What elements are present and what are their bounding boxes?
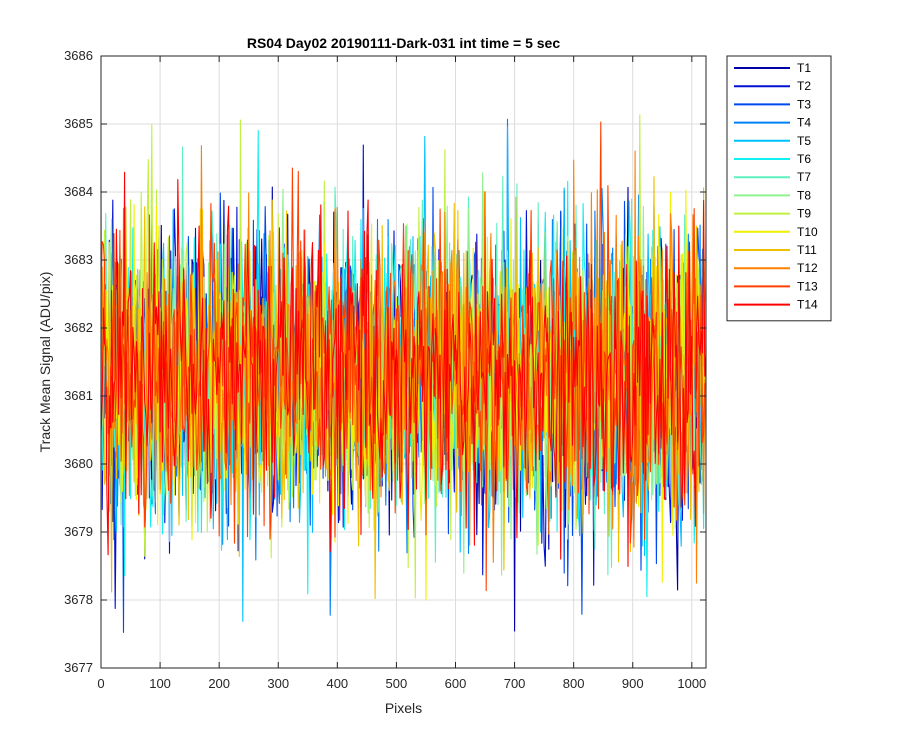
legend-label-T5: T5 [797, 134, 811, 148]
y-tick-label: 3685 [64, 116, 93, 131]
legend-label-T12: T12 [797, 261, 818, 275]
legend-label-T13: T13 [797, 279, 818, 293]
series-line-T13 [100, 121, 707, 592]
y-tick-label: 3680 [64, 456, 93, 471]
legend-label-T9: T9 [797, 207, 811, 221]
y-tick-label: 3682 [64, 320, 93, 335]
chart-title: RS04 Day02 20190111-Dark-031 int time = … [247, 35, 560, 51]
axis-ticks: 0 100 200 300 400 500 600 700 800 900 1000 3677 3678… [64, 48, 706, 691]
x-tick-label: 0 [97, 676, 104, 691]
axes-box [100, 55, 707, 669]
legend-label-T1: T1 [797, 61, 811, 75]
series-line-T14 [100, 171, 707, 567]
series-lines [100, 114, 707, 633]
x-tick-label: 200 [208, 676, 230, 691]
x-tick-label: 1000 [677, 676, 706, 691]
x-tick-label: 800 [563, 676, 585, 691]
x-tick-label: 900 [622, 676, 644, 691]
x-tick-label: 100 [149, 676, 171, 691]
legend-label-T4: T4 [797, 116, 811, 130]
legend-label-T6: T6 [797, 152, 811, 166]
x-tick-label: 300 [267, 676, 289, 691]
y-tick-label: 3679 [64, 524, 93, 539]
legend-label-T7: T7 [797, 170, 811, 184]
legend: T1 T2 T3 T4 T5 T6 T7 T8 T9 T10 T11 T12 T13 T14 [726, 55, 832, 322]
x-axis-label: Pixels [385, 700, 422, 716]
legend-label-T3: T3 [797, 97, 811, 111]
legend-label-T11: T11 [797, 243, 817, 257]
y-tick-label: 3686 [64, 48, 93, 63]
y-tick-label: 3681 [64, 388, 93, 403]
legend-label-T2: T2 [797, 79, 811, 93]
y-tick-label: 3684 [64, 184, 93, 199]
x-tick-label: 700 [504, 676, 526, 691]
legend-label-T10: T10 [797, 225, 818, 239]
x-tick-label: 600 [445, 676, 467, 691]
legend-label-T14: T14 [797, 298, 818, 312]
legend-label-T8: T8 [797, 188, 811, 202]
y-tick-label: 3678 [64, 592, 93, 607]
y-axis-label: Track Mean Signal (ADU/pix) [37, 272, 53, 453]
x-tick-label: 500 [386, 676, 408, 691]
x-tick-label: 400 [326, 676, 348, 691]
legend-box [726, 55, 832, 322]
y-tick-label: 3683 [64, 252, 93, 267]
y-tick-label: 3677 [64, 660, 93, 675]
